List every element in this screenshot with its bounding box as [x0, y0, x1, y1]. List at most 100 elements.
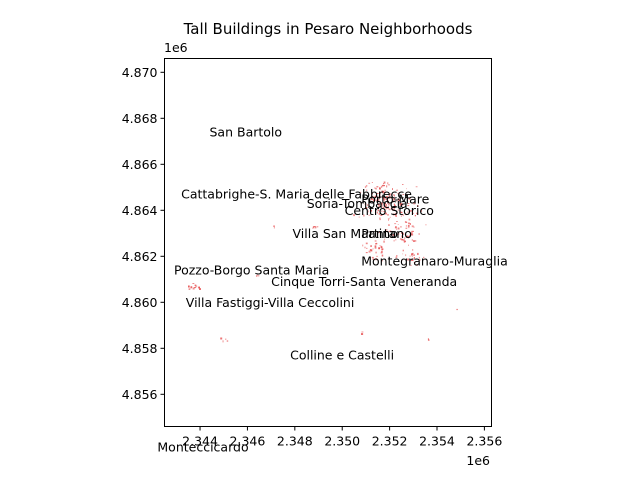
- building-footprint: [365, 185, 368, 187]
- building-footprint: [256, 275, 257, 277]
- building-footprint: [411, 225, 414, 228]
- building-footprint: [380, 251, 383, 254]
- building-footprint: [385, 205, 387, 207]
- building-footprint: [375, 199, 377, 202]
- y-tick-label: 4.860: [122, 295, 158, 310]
- building-footprint: [394, 204, 396, 206]
- building-footprint: [380, 214, 383, 216]
- building-footprint: [392, 199, 394, 201]
- building-footprint: [407, 224, 410, 227]
- building-footprint: [360, 202, 362, 204]
- building-footprint: [385, 199, 387, 200]
- building-footprint: [420, 209, 422, 212]
- building-footprint: [388, 203, 390, 206]
- building-footprint: [393, 213, 395, 216]
- building-footprint: [401, 202, 403, 205]
- building-footprint: [378, 205, 380, 207]
- building-footprint: [397, 198, 399, 200]
- building-footprint: [384, 203, 386, 205]
- building-footprint: [392, 234, 394, 236]
- building-footprint: [375, 188, 377, 190]
- building-footprint: [396, 228, 398, 230]
- building-footprint: [392, 188, 393, 190]
- building-footprint: [365, 252, 368, 254]
- building-footprint: [380, 194, 381, 196]
- building-footprint: [375, 243, 378, 245]
- building-footprint: [414, 215, 416, 217]
- building-footprint: [415, 240, 417, 242]
- building-footprint: [407, 227, 410, 229]
- building-footprint: [395, 212, 397, 215]
- building-footprint: [417, 205, 419, 207]
- building-footprint: [409, 264, 412, 266]
- building-footprint: [391, 207, 393, 210]
- building-footprint: [376, 255, 378, 257]
- building-footprint: [375, 251, 377, 254]
- building-footprint: [393, 198, 395, 201]
- building-footprint: [387, 200, 389, 202]
- building-footprint: [376, 211, 378, 214]
- building-footprint: [379, 203, 380, 205]
- building-footprint: [393, 240, 395, 242]
- y-tick-label: 4.864: [122, 203, 158, 218]
- building-footprint: [316, 226, 319, 228]
- y-tick-label: 4.866: [122, 157, 158, 172]
- building-footprint: [191, 286, 193, 288]
- y-tick-label: 4.870: [122, 65, 158, 80]
- neighborhood-label: Villa Fastiggi-Villa Ceccolini: [186, 295, 355, 310]
- building-footprint: [222, 340, 224, 343]
- building-footprint: [399, 238, 402, 240]
- building-footprint: [407, 211, 409, 213]
- building-footprint: [409, 255, 411, 257]
- building-footprint: [418, 256, 420, 259]
- building-footprint: [407, 236, 409, 239]
- building-footprint: [377, 196, 379, 198]
- neighborhood-label: Centro Storico: [345, 203, 434, 218]
- building-footprint: [192, 287, 195, 290]
- building-footprint: [411, 253, 414, 256]
- map-title: Tall Buildings in Pesaro Neighborhoods: [183, 20, 473, 38]
- building-footprint: [381, 210, 383, 212]
- building-footprint: [383, 190, 385, 192]
- building-footprint: [393, 194, 395, 196]
- y-axis-offset-label: 1e6: [164, 40, 188, 55]
- building-footprint: [385, 206, 386, 208]
- building-footprint: [417, 252, 419, 255]
- building-footprint: [378, 247, 380, 250]
- building-footprint: [412, 249, 414, 251]
- building-footprint: [365, 207, 368, 209]
- building-footprint: [370, 200, 373, 202]
- building-footprint: [409, 234, 411, 237]
- building-footprint: [312, 227, 314, 229]
- building-footprint: [370, 210, 372, 212]
- x-tick-label: 2.352: [372, 434, 408, 449]
- building-footprint: [401, 211, 403, 214]
- building-footprint: [385, 208, 387, 210]
- building-footprint: [418, 259, 421, 261]
- building-footprint: [220, 337, 223, 340]
- building-footprint: [375, 258, 378, 261]
- building-footprint: [405, 221, 408, 223]
- building-footprint: [409, 223, 411, 225]
- building-footprint: [387, 196, 389, 198]
- building-footprint: [190, 286, 192, 289]
- building-footprint: [382, 206, 385, 209]
- building-footprint: [360, 191, 362, 194]
- building-footprint: [416, 264, 418, 266]
- building-footprint: [413, 240, 415, 242]
- building-footprint: [369, 199, 371, 201]
- building-footprint: [407, 203, 410, 204]
- building-footprint: [398, 232, 400, 235]
- building-footprint: [387, 218, 390, 220]
- building-footprint: [401, 235, 403, 238]
- building-footprint: [384, 204, 386, 206]
- building-footprint: [389, 216, 391, 218]
- building-footprint: [386, 196, 388, 198]
- building-footprint: [396, 255, 398, 257]
- building-footprint: [405, 225, 407, 227]
- building-footprint: [408, 244, 409, 246]
- building-footprint: [403, 234, 405, 235]
- building-footprint: [405, 254, 407, 257]
- y-tick-label: 4.862: [122, 249, 158, 264]
